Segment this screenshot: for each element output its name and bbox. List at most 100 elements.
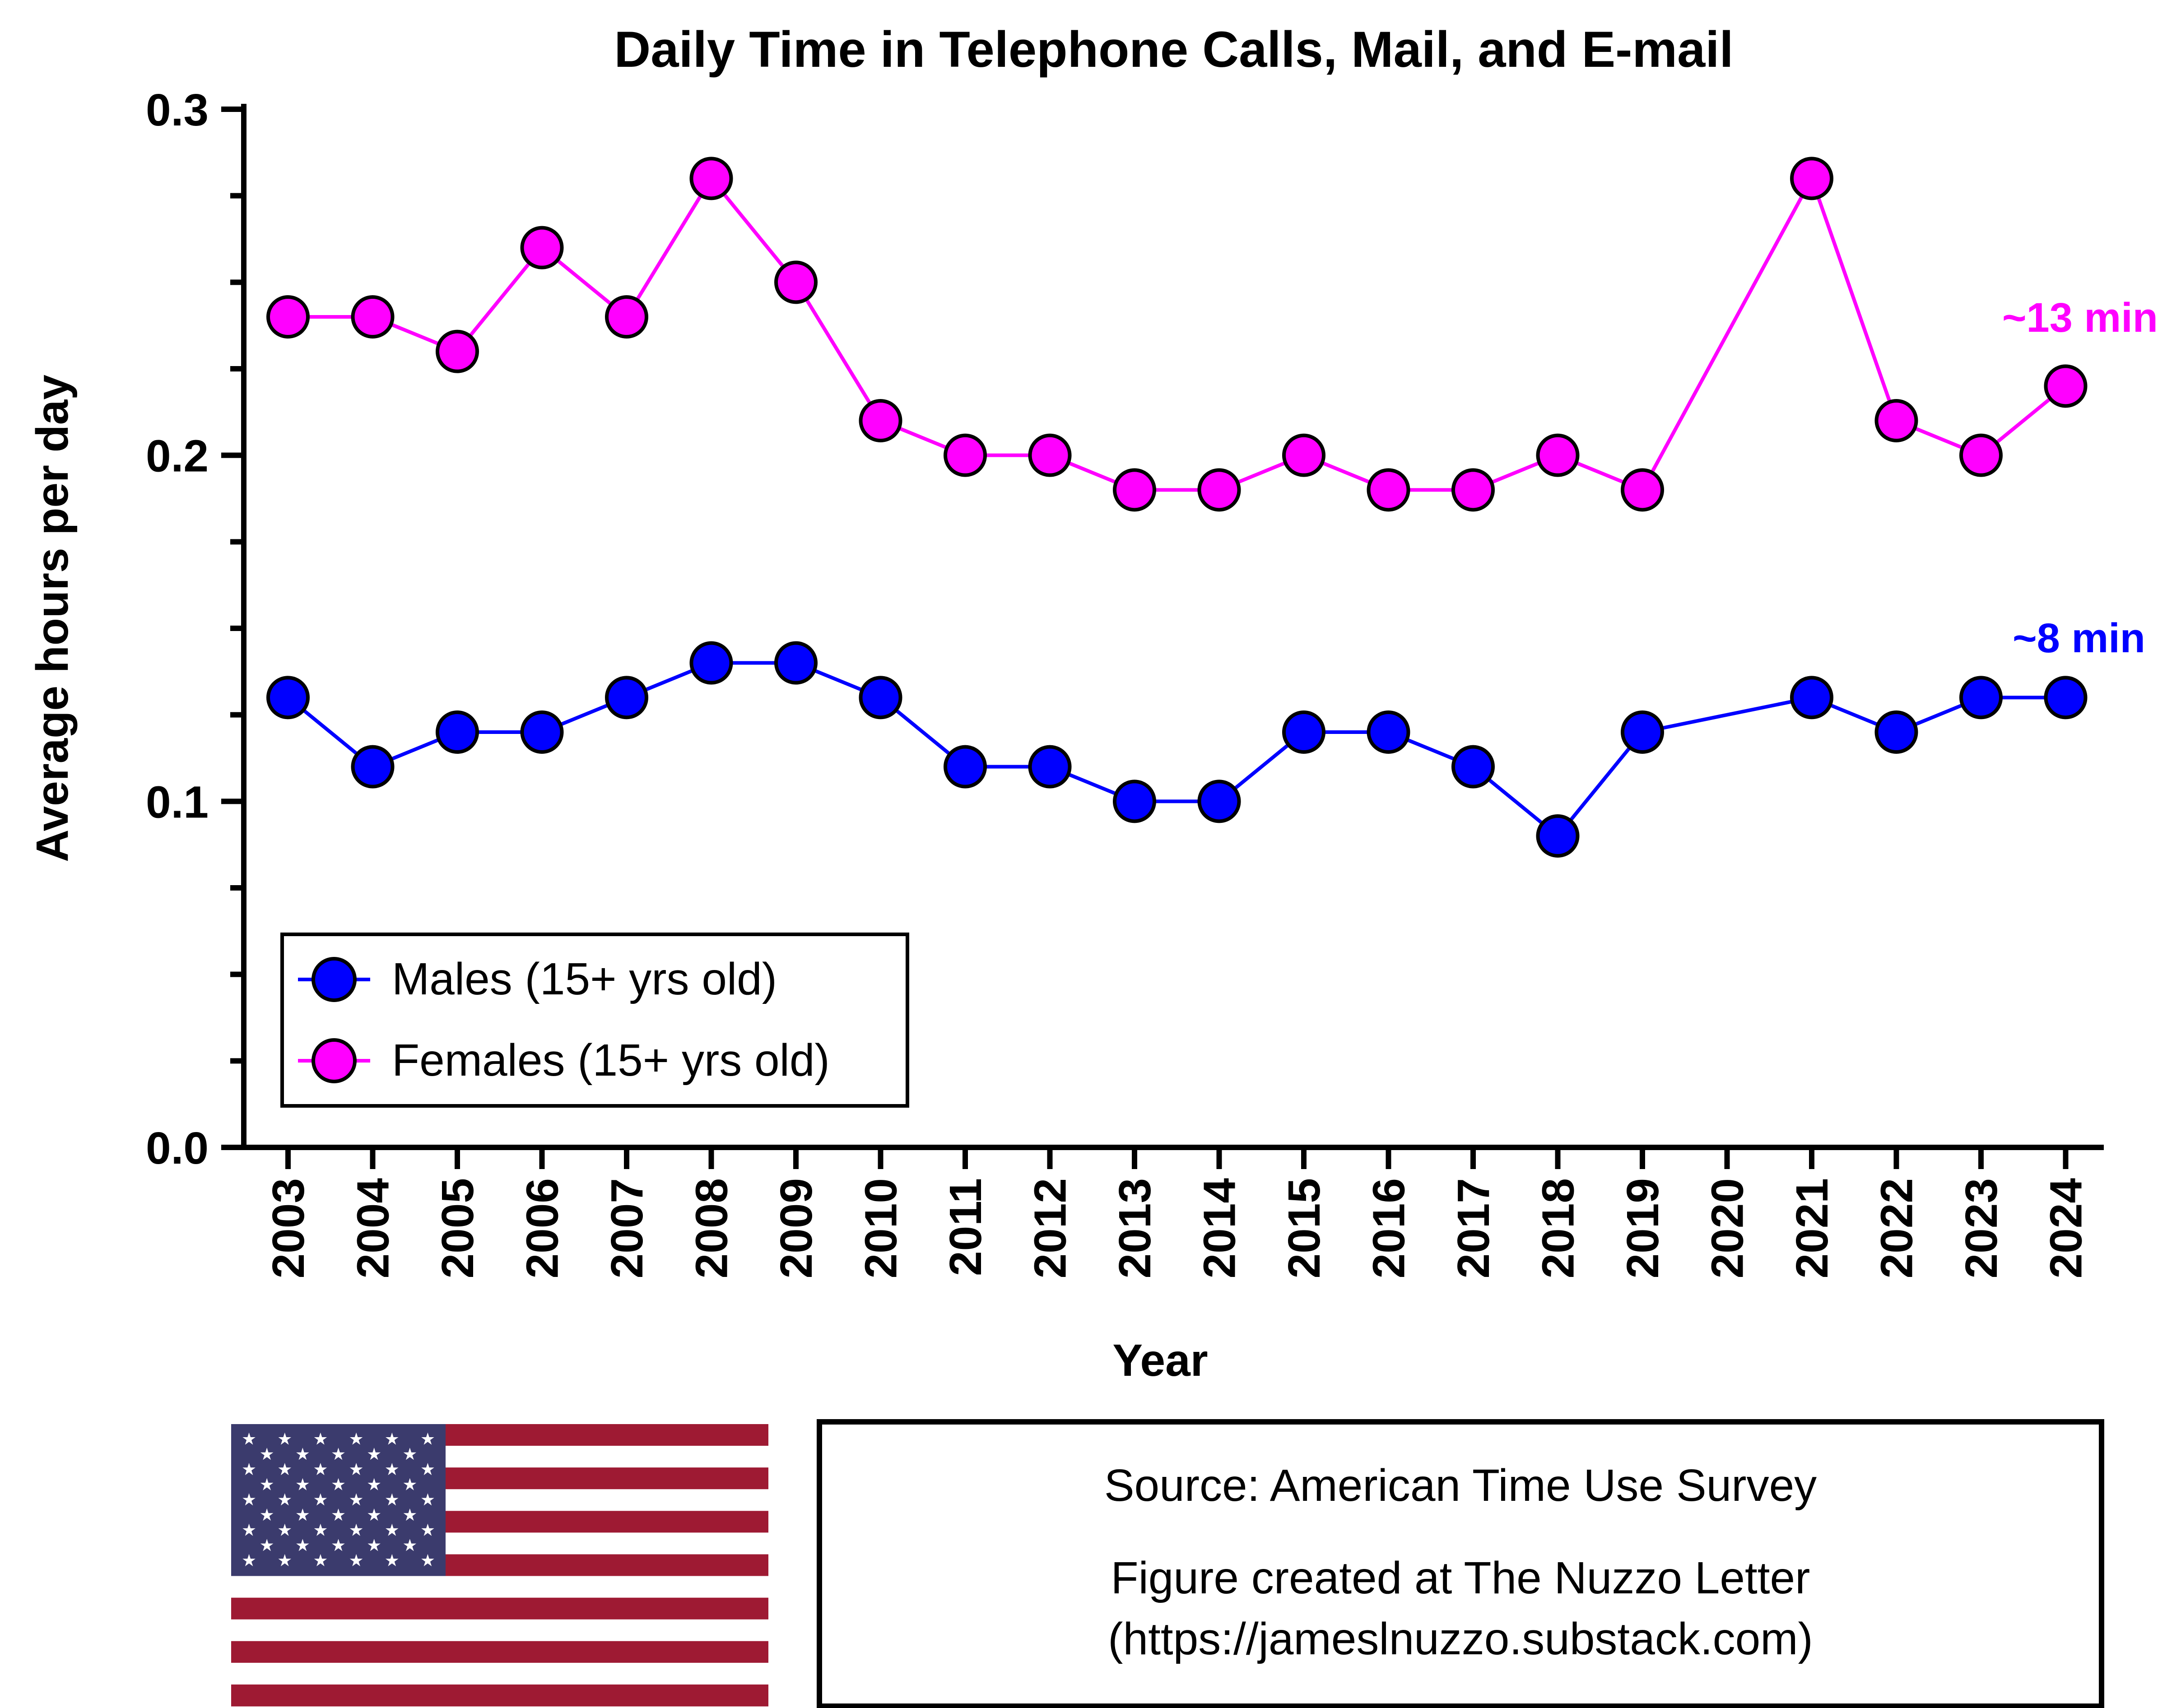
flag-star xyxy=(349,1523,363,1536)
flag-star xyxy=(367,1539,381,1551)
x-tick-label: 2019 xyxy=(1618,1178,1668,1278)
flag-star xyxy=(242,1463,256,1476)
x-tick-label: 2005 xyxy=(432,1178,483,1278)
y-tick-label: 0.2 xyxy=(146,431,209,482)
data-point xyxy=(1790,676,1833,719)
flag-star xyxy=(367,1508,381,1521)
flag-star xyxy=(296,1539,309,1551)
x-tick-label: 2014 xyxy=(1195,1178,1245,1279)
flag-star xyxy=(314,1432,327,1445)
flag-stripe xyxy=(231,1597,768,1620)
flag-star xyxy=(296,1508,309,1521)
flag-star xyxy=(314,1554,327,1566)
data-point xyxy=(1874,710,1918,754)
x-tick-label: 2024 xyxy=(2041,1178,2092,1279)
flag-star xyxy=(403,1478,417,1490)
x-tick-label: 2007 xyxy=(602,1178,652,1278)
x-tick-label: 2010 xyxy=(856,1178,907,1278)
legend-male-marker xyxy=(312,957,357,1002)
y-tick-label: 0.3 xyxy=(146,85,209,135)
data-point xyxy=(1282,710,1325,754)
flag-star xyxy=(260,1448,274,1460)
source-box: Source: American Time Use Survey Figure … xyxy=(817,1419,2104,1708)
legend-female-marker xyxy=(312,1038,357,1083)
x-tick-label: 2023 xyxy=(1956,1178,2007,1278)
legend-female-label: Females (15+ yrs old) xyxy=(392,1035,830,1086)
data-point xyxy=(1959,676,2003,719)
data-point xyxy=(859,399,902,442)
y-tick-label: 0.1 xyxy=(146,777,209,827)
flag-star xyxy=(349,1463,363,1476)
x-tick-label: 2011 xyxy=(940,1178,991,1276)
flag-star xyxy=(278,1463,291,1476)
flag-star xyxy=(278,1493,291,1506)
flag-star xyxy=(278,1523,291,1536)
series-1 xyxy=(266,157,2088,512)
flag-star xyxy=(314,1493,327,1506)
data-point xyxy=(436,710,479,754)
flag-star xyxy=(403,1508,417,1521)
x-tick-label: 2012 xyxy=(1025,1178,1076,1278)
flag-stripe xyxy=(231,1684,768,1707)
flag-star xyxy=(332,1539,345,1551)
data-point xyxy=(266,295,310,339)
data-point xyxy=(1113,468,1156,512)
series-layer xyxy=(266,157,2088,858)
data-point xyxy=(1367,710,1410,754)
data-point xyxy=(1621,468,1664,512)
x-tick-label: 2015 xyxy=(1279,1178,1330,1278)
data-point xyxy=(1536,433,1580,477)
data-point xyxy=(1113,780,1156,823)
flag-star xyxy=(403,1539,417,1551)
data-point xyxy=(1451,745,1495,789)
x-tick-label: 2008 xyxy=(687,1178,737,1278)
data-point xyxy=(774,641,818,685)
data-point xyxy=(859,676,902,719)
flag-star xyxy=(386,1554,399,1566)
data-point xyxy=(689,157,733,200)
source-box-frame xyxy=(817,1419,2104,1708)
flag-star xyxy=(421,1554,434,1566)
data-point xyxy=(1451,468,1495,512)
flag-star xyxy=(386,1523,399,1536)
flag-star xyxy=(260,1508,274,1521)
flag-star xyxy=(386,1432,399,1445)
data-point xyxy=(2044,676,2088,719)
data-point xyxy=(351,745,395,789)
legend-male-label: Males (15+ yrs old) xyxy=(392,954,777,1004)
data-point xyxy=(1874,399,1918,442)
flag-stripe xyxy=(231,1619,768,1642)
flag-stripe xyxy=(231,1576,768,1598)
data-point xyxy=(520,710,564,754)
flag-star xyxy=(278,1554,291,1566)
data-point xyxy=(1282,433,1325,477)
flag-star xyxy=(349,1554,363,1566)
x-tick-label: 2022 xyxy=(1872,1178,1922,1278)
x-tick-label: 2021 xyxy=(1787,1178,1837,1278)
series-0 xyxy=(266,641,2088,858)
flag-star xyxy=(314,1523,327,1536)
flag-star xyxy=(260,1478,274,1490)
source-text: Source: American Time Use Survey xyxy=(1104,1460,1817,1511)
chart-title: Daily Time in Telephone Calls, Mail, and… xyxy=(614,21,1733,78)
data-point xyxy=(2044,364,2088,408)
flag-star xyxy=(332,1448,345,1460)
data-point xyxy=(1959,433,2003,477)
flag-star xyxy=(386,1493,399,1506)
flag-star xyxy=(296,1478,309,1490)
url-text: (https://jameslnuzzo.substack.com) xyxy=(1108,1614,1813,1664)
flag-star xyxy=(260,1539,274,1551)
y-tick-label: 0.0 xyxy=(146,1123,209,1174)
flag-star xyxy=(367,1478,381,1490)
data-point xyxy=(944,433,987,477)
flag-star xyxy=(242,1493,256,1506)
data-point xyxy=(351,295,395,339)
x-tick-label: 2018 xyxy=(1533,1178,1584,1278)
flag-star xyxy=(421,1493,434,1506)
flag-star xyxy=(349,1493,363,1506)
x-tick-label: 2020 xyxy=(1702,1178,1753,1278)
data-point xyxy=(1197,468,1241,512)
x-tick-label: 2004 xyxy=(348,1178,399,1279)
flag-star xyxy=(332,1508,345,1521)
data-point xyxy=(266,676,310,719)
